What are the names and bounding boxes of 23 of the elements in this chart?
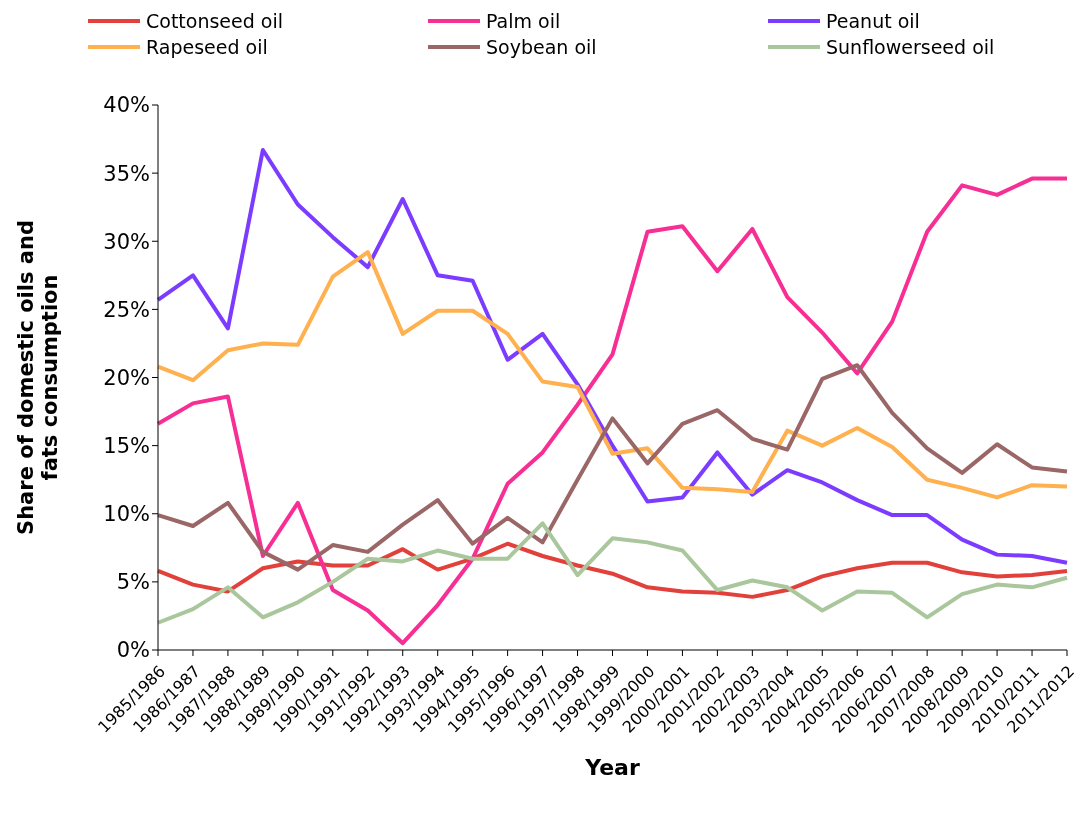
legend-label: Soybean oil xyxy=(486,35,597,60)
y-tick-label: 35% xyxy=(103,161,150,186)
y-tick-label: 40% xyxy=(103,93,150,118)
y-tick-label: 20% xyxy=(103,365,150,390)
y-tick-label: 5% xyxy=(116,570,150,595)
y-tick-label: 0% xyxy=(116,638,150,663)
line-series xyxy=(156,541,1069,599)
x-axis-title: Year xyxy=(584,755,640,780)
y-tick-label: 10% xyxy=(103,502,150,527)
line-series xyxy=(156,147,1069,565)
line-series xyxy=(156,521,1069,625)
y-tick-label: 15% xyxy=(103,434,150,459)
line-series xyxy=(156,176,1069,646)
y-tick-label: 30% xyxy=(103,229,150,254)
legend-label: Rapeseed oil xyxy=(146,35,268,60)
y-tick-label: 25% xyxy=(103,297,150,322)
y-axis-title: Share of domestic oils and fats consumption xyxy=(14,220,62,535)
legend-label: Peanut oil xyxy=(826,9,920,34)
legend-label: Cottonseed oil xyxy=(146,9,284,34)
line-series xyxy=(156,363,1069,572)
line-series xyxy=(156,250,1069,500)
legend-label: Palm oil xyxy=(486,9,561,34)
legend-label: Sunflowerseed oil xyxy=(826,35,995,60)
